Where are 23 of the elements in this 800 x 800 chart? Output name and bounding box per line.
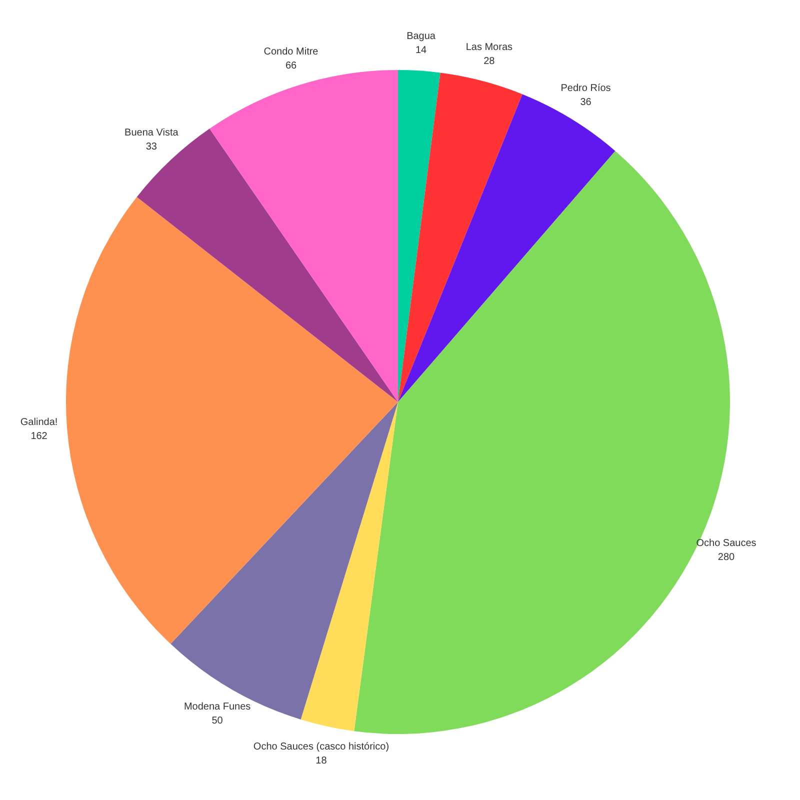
pie-slice — [398, 94, 616, 402]
slice-label: Bagua — [406, 30, 436, 42]
data-label: 280 — [718, 552, 736, 563]
data-label: 162 — [30, 431, 48, 442]
slice-label: Pedro Ríos — [560, 82, 611, 94]
slice-label: Las Moras — [466, 42, 513, 53]
pie-slice — [300, 402, 398, 732]
data-label: 28 — [484, 56, 496, 67]
pie-slice — [398, 72, 522, 402]
slice-label: Modena Funes — [184, 701, 251, 712]
pie-slice — [210, 70, 398, 402]
slice-label: Buena Vista — [124, 128, 179, 139]
data-label: 66 — [285, 60, 297, 72]
slice-label: Condo Mitre — [264, 46, 319, 58]
data-label: 36 — [580, 96, 592, 108]
slice-label: Galinda! — [20, 417, 58, 428]
data-label: 18 — [316, 756, 328, 767]
slice-label: Ocho Sauces (casco histórico) — [253, 742, 390, 753]
data-label: 14 — [415, 44, 428, 56]
pie-slice — [398, 70, 440, 402]
data-label: 33 — [146, 142, 158, 153]
data-label: 50 — [212, 715, 224, 726]
pie-slice — [66, 197, 398, 644]
